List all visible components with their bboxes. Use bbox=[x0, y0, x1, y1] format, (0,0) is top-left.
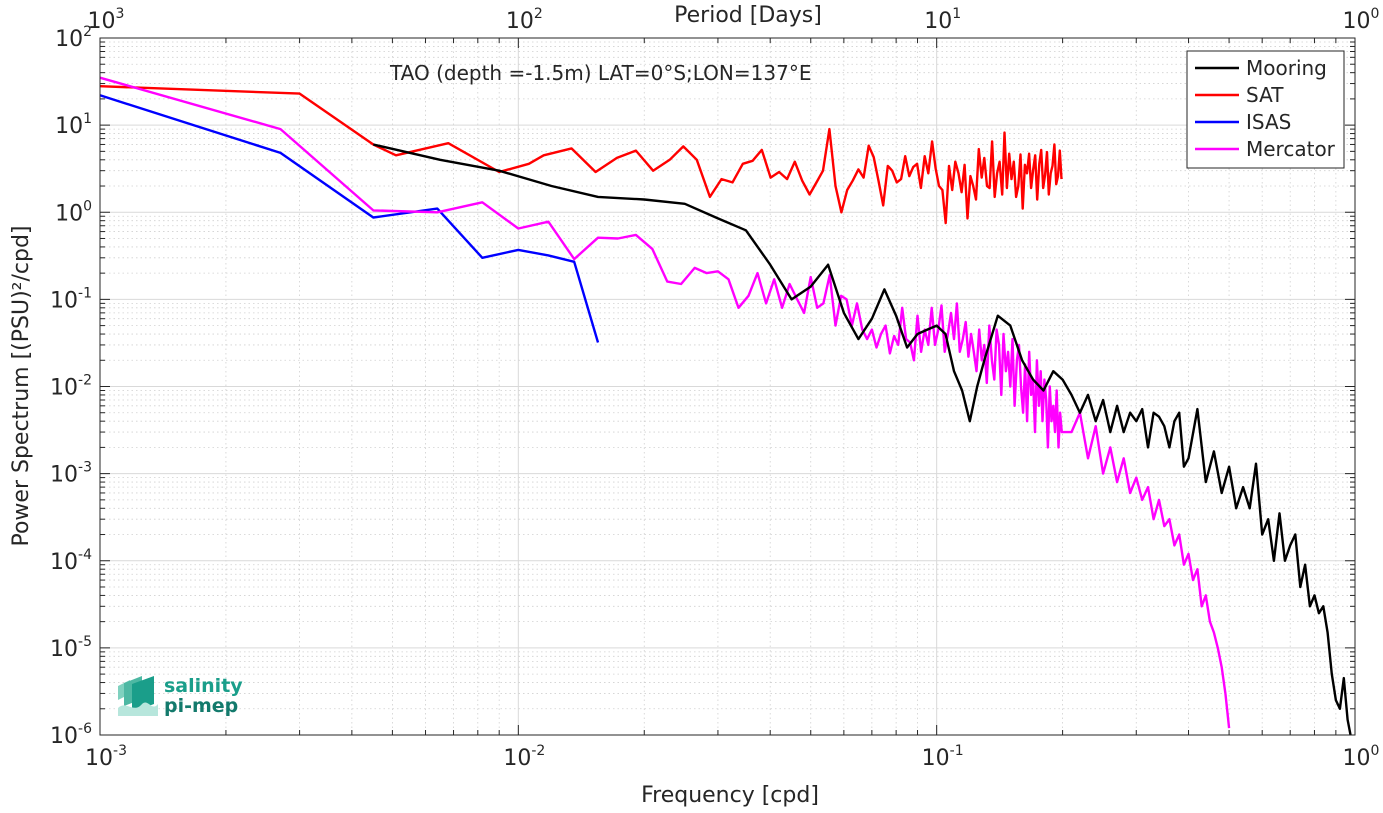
legend-label-isas: ISAS bbox=[1246, 110, 1291, 134]
top-tick-label-exponent: 3 bbox=[116, 6, 125, 22]
top-axis-title: Period [Days] bbox=[674, 3, 822, 28]
x-tick-label-base: 10 bbox=[85, 746, 113, 771]
logo-line1: salinity bbox=[164, 675, 243, 697]
x-tick-label-exponent: -1 bbox=[950, 743, 964, 759]
y-tick-label-exponent: 0 bbox=[83, 198, 92, 214]
top-tick-label-base: 10 bbox=[506, 9, 534, 34]
series-layer bbox=[100, 76, 1352, 735]
y-tick-label: 10-4 bbox=[50, 547, 92, 575]
y-tick-label: 100 bbox=[55, 198, 92, 226]
top-tick-label-exponent: 0 bbox=[1371, 6, 1380, 22]
y-tick-label-base: 10 bbox=[50, 376, 78, 401]
x-tick-label: 100 bbox=[1343, 743, 1380, 771]
y-tick-label: 102 bbox=[55, 24, 92, 52]
y-tick-label: 10-6 bbox=[50, 721, 92, 749]
x-axis-title: Frequency [cpd] bbox=[641, 783, 819, 808]
x-tick-label-base: 10 bbox=[922, 746, 950, 771]
logo-waves-icon bbox=[118, 676, 158, 716]
y-tick-label-base: 10 bbox=[50, 288, 78, 313]
series-line-mooring bbox=[373, 143, 1352, 735]
top-tick-label: 100 bbox=[1343, 6, 1380, 34]
y-axis-title: Power Spectrum [(PSU)²/cpd] bbox=[9, 225, 34, 546]
series-line-mercator bbox=[100, 76, 1231, 729]
y-tick-label-base: 10 bbox=[55, 201, 83, 226]
top-tick-label-base: 10 bbox=[1343, 9, 1371, 34]
x-tick-label: 10-3 bbox=[85, 743, 127, 771]
tick-marks bbox=[99, 37, 1356, 736]
x-tick-label: 10-2 bbox=[503, 743, 545, 771]
y-tick-label-exponent: -4 bbox=[78, 547, 92, 563]
chart-title: TAO (depth =-1.5m) LAT=0°S;LON=137°E bbox=[389, 61, 811, 85]
y-tick-label: 10-5 bbox=[50, 634, 92, 662]
legend-label-mooring: Mooring bbox=[1246, 56, 1327, 80]
y-tick-label-base: 10 bbox=[50, 463, 78, 488]
y-tick-label-exponent: -1 bbox=[78, 285, 92, 301]
y-tick-label-exponent: -6 bbox=[78, 721, 92, 737]
y-tick-label-exponent: -2 bbox=[78, 373, 92, 389]
top-tick-label-exponent: 2 bbox=[534, 6, 543, 22]
y-tick-label: 10-1 bbox=[50, 285, 92, 313]
top-tick-label-base: 10 bbox=[88, 9, 116, 34]
top-tick-label: 103 bbox=[88, 6, 125, 34]
top-tick-label-exponent: 1 bbox=[952, 6, 961, 22]
major-gridlines bbox=[100, 38, 1355, 735]
y-tick-label-base: 10 bbox=[55, 114, 83, 139]
x-tick-label-base: 10 bbox=[503, 746, 531, 771]
x-tick-label: 10-1 bbox=[922, 743, 964, 771]
y-tick-label-base: 10 bbox=[55, 27, 83, 52]
series-line-isas bbox=[100, 94, 600, 343]
x-tick-label-exponent: 0 bbox=[1371, 743, 1380, 759]
logo-line2: pi-mep bbox=[164, 695, 238, 717]
y-tick-label-base: 10 bbox=[50, 724, 78, 749]
legend: Mooring SAT ISAS Mercator bbox=[1186, 50, 1345, 169]
top-tick-label: 101 bbox=[924, 6, 961, 34]
x-tick-label-exponent: -2 bbox=[531, 743, 545, 759]
x-tick-label-base: 10 bbox=[1343, 746, 1371, 771]
y-tick-label: 10-2 bbox=[50, 373, 92, 401]
x-tick-label-exponent: -3 bbox=[113, 743, 127, 759]
minor-gridlines bbox=[100, 38, 1355, 735]
y-tick-label-base: 10 bbox=[50, 550, 78, 575]
y-tick-label: 10-3 bbox=[50, 460, 92, 488]
y-tick-label-base: 10 bbox=[50, 637, 78, 662]
legend-label-sat: SAT bbox=[1246, 83, 1284, 107]
y-tick-label-exponent: 2 bbox=[83, 24, 92, 40]
series-line-sat bbox=[100, 85, 1063, 225]
salinity-pi-mep-logo: salinity pi-mep bbox=[118, 675, 243, 717]
top-tick-label: 102 bbox=[506, 6, 543, 34]
top-tick-label-base: 10 bbox=[924, 9, 952, 34]
y-tick-label-exponent: 1 bbox=[83, 111, 92, 127]
y-tick-label-exponent: -3 bbox=[78, 460, 92, 476]
y-tick-label-exponent: -5 bbox=[78, 634, 92, 650]
legend-label-mercator: Mercator bbox=[1246, 137, 1336, 161]
y-tick-label: 101 bbox=[55, 111, 92, 139]
